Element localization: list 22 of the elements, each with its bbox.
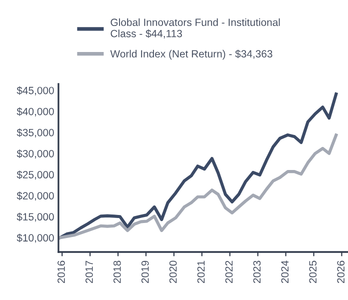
line-series — [58, 134, 338, 240]
x-tick-label: 2022 — [225, 260, 233, 283]
y-tick-label: $15,000 — [16, 212, 54, 222]
x-tick-label: 2023 — [253, 260, 261, 283]
legend-label: Global Innovators Fund - Institutional Class - $44,113 — [110, 18, 280, 38]
x-tick-label: 2017 — [85, 260, 93, 283]
x-tick-label: 2026 — [337, 260, 345, 283]
x-tick-label: 2025 — [309, 260, 317, 283]
x-tick-label: 2018 — [113, 260, 121, 283]
y-tick-label: $20,000 — [16, 192, 54, 201]
x-tick-label: 2019 — [141, 260, 149, 283]
x-tick-label: 2021 — [197, 260, 205, 283]
y-tick-label: $40,000 — [16, 107, 54, 116]
y-tick-label: $35,000 — [16, 128, 54, 138]
y-tick-label: $30,000 — [16, 150, 54, 159]
x-tick-label: 2024 — [281, 260, 289, 283]
y-tick-label: $10,000 — [16, 234, 54, 243]
x-tick-label: 2016 — [58, 260, 65, 283]
x-tick-label: 2020 — [169, 260, 177, 283]
y-tick-label: $45,000 — [16, 86, 54, 96]
y-tick-label: $25,000 — [16, 170, 54, 180]
legend-label: World Index (Net Return) - $34,363 — [110, 50, 272, 60]
